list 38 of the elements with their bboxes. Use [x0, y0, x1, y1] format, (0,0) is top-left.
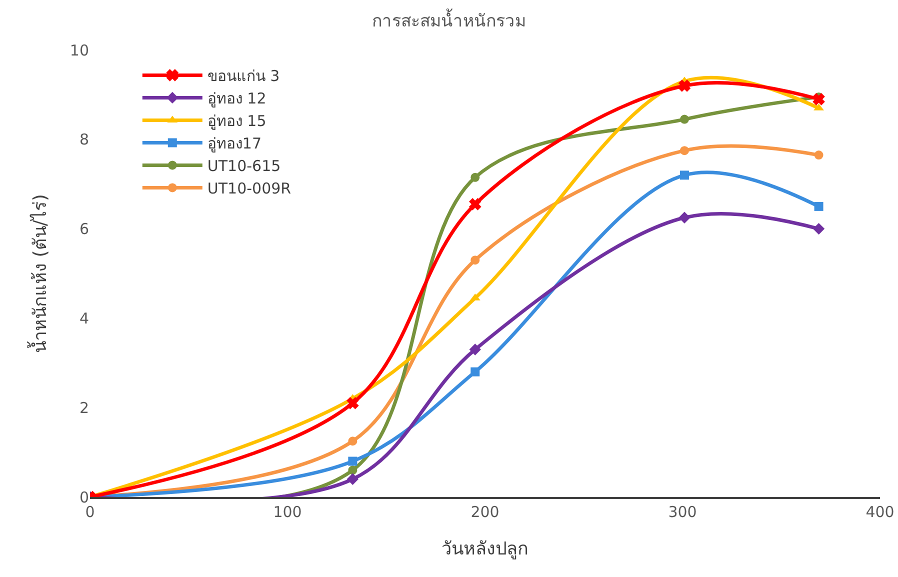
point: [680, 146, 689, 156]
legend-label: UT10-615: [207, 157, 281, 176]
point: [469, 198, 481, 210]
x-tick-label: 400: [866, 502, 894, 521]
y-tick-label: 4: [79, 309, 89, 328]
legend-label: UT10-009R: [207, 180, 292, 198]
point: [678, 212, 690, 224]
point: [812, 222, 825, 235]
legend-label: อู่ทอง 15: [207, 112, 266, 130]
legend-label: อู่ทอง17: [207, 134, 262, 153]
y-tick-label: 0: [79, 488, 89, 506]
x-tick-label: 300: [668, 502, 697, 521]
point: [814, 202, 824, 211]
point: [814, 150, 824, 160]
point: [680, 170, 689, 180]
point: [346, 397, 359, 409]
y-tick-label: 8: [79, 130, 89, 149]
x-tick-label: 100: [273, 502, 302, 521]
y-tick-label: 6: [79, 220, 89, 238]
x-tick-label: 200: [470, 502, 500, 521]
x-axis-title: วันหลังปลูก: [442, 538, 528, 560]
chart-title: การสะสมน้ำหนักรวม: [372, 8, 526, 32]
y-tick-label: 2: [79, 398, 89, 417]
point: [680, 114, 689, 124]
point: [469, 344, 481, 356]
point: [346, 473, 359, 485]
point: [678, 80, 690, 92]
point: [470, 367, 480, 376]
y-tick-label: 10: [70, 41, 89, 60]
point: [348, 466, 358, 475]
legend-label: ขอนแก่น 3: [207, 67, 280, 86]
y-axis-title: น้ำหนักแห้ง (ตัน/ไร่): [27, 194, 52, 353]
point: [348, 456, 358, 466]
point: [348, 436, 358, 446]
point: [812, 93, 825, 106]
legend-label: อู่ทอง 12: [207, 90, 266, 108]
point: [470, 172, 480, 182]
point: [470, 256, 480, 265]
